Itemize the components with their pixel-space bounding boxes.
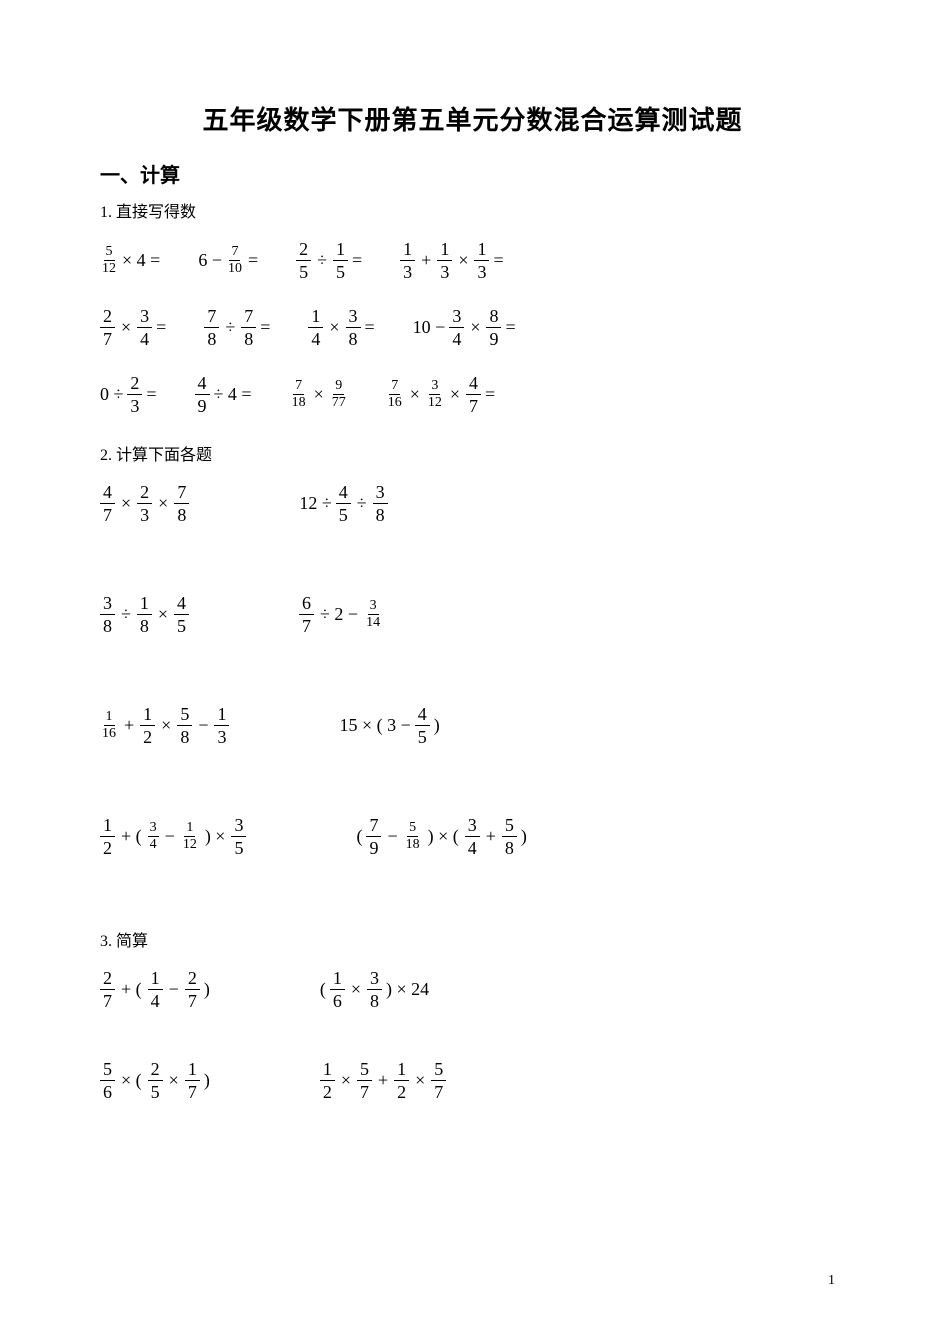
expression: 718 × 977: [290, 379, 348, 410]
expression: 38 ÷ 18 × 45: [100, 594, 189, 635]
expression: 12 + ( 34 − 112 ) × 35: [100, 816, 246, 857]
expression: 56 × ( 25 × 17 ): [100, 1060, 210, 1101]
problem-row: 47 × 23 × 78 12 ÷ 45 ÷ 38: [100, 483, 845, 524]
problem-row: 27 + ( 14 − 27 ) ( 16 × 38 ) × 24: [100, 969, 845, 1010]
page-title: 五年级数学下册第五单元分数混合运算测试题: [100, 100, 845, 137]
expression: 12 ÷ 45 ÷ 38: [299, 483, 387, 524]
expression: 47 × 23 × 78: [100, 483, 189, 524]
worksheet-page: 五年级数学下册第五单元分数混合运算测试题 一、计算 1. 直接写得数 512 ×…: [0, 0, 945, 1171]
expression: 716 × 312 × 47 =: [386, 374, 495, 415]
section-1-heading: 一、计算: [100, 159, 845, 188]
expression: 27 × 34 =: [100, 307, 166, 348]
sub-heading-3: 3. 简算: [100, 927, 845, 951]
problem-row: 0 ÷ 23 = 49 ÷ 4 = 718 × 977 716 × 312 × …: [100, 374, 845, 415]
expression: 12 × 57 + 12 × 57: [320, 1060, 446, 1101]
expression: 13 + 13 × 13 =: [400, 240, 503, 281]
expression: 78 ÷ 78 =: [204, 307, 270, 348]
expression: 10 − 34 × 89 =: [413, 307, 516, 348]
expression: 512 × 4 =: [100, 245, 160, 276]
expression: 6 − 710 =: [198, 245, 258, 276]
problem-row: 56 × ( 25 × 17 ) 12 × 57 + 12 × 57: [100, 1060, 845, 1101]
expression: ( 16 × 38 ) × 24: [320, 969, 429, 1010]
expression: 27 + ( 14 − 27 ): [100, 969, 210, 1010]
expression: 25 ÷ 15 =: [296, 240, 362, 281]
problem-row: 512 × 4 = 6 − 710 = 25 ÷ 15 = 13 + 13 × …: [100, 240, 845, 281]
expression: 15 × ( 3 − 45 ): [339, 705, 439, 746]
expression: 49 ÷ 4 =: [195, 374, 252, 415]
problem-row: 38 ÷ 18 × 45 67 ÷ 2 − 314: [100, 594, 845, 635]
expression: 0 ÷ 23 =: [100, 374, 157, 415]
sub-heading-1: 1. 直接写得数: [100, 198, 845, 222]
page-number: 1: [828, 1273, 835, 1289]
problem-row: 12 + ( 34 − 112 ) × 35 ( 79 − 518 ) × ( …: [100, 816, 845, 857]
expression: 67 ÷ 2 − 314: [299, 594, 382, 635]
problem-row: 27 × 34 = 78 ÷ 78 = 14 × 38 = 10 − 34 × …: [100, 307, 845, 348]
expression: ( 79 − 518 ) × ( 34 + 58 ): [356, 816, 526, 857]
sub-heading-2: 2. 计算下面各题: [100, 441, 845, 465]
expression: 116 + 12 × 58 − 13: [100, 705, 229, 746]
problem-row: 116 + 12 × 58 − 13 15 × ( 3 − 45 ): [100, 705, 845, 746]
expression: 14 × 38 =: [308, 307, 374, 348]
